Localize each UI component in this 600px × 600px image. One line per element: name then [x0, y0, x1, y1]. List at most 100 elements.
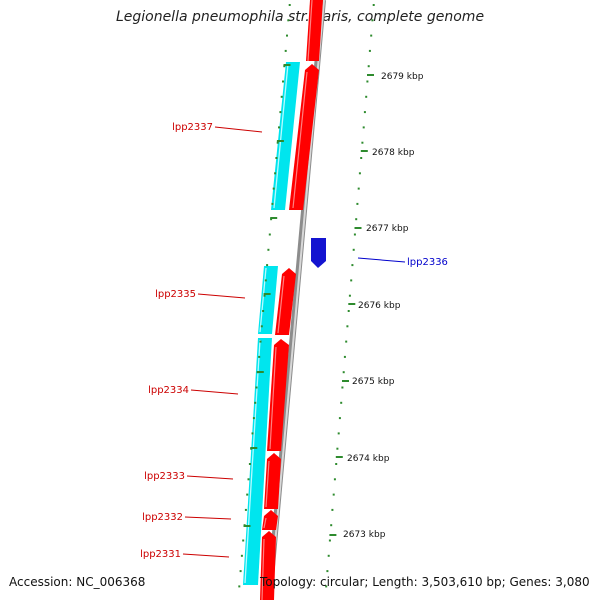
- major-tick: [243, 525, 251, 527]
- major-tick: [263, 293, 271, 295]
- gene-arrow-lpp2335[interactable]: [275, 268, 296, 335]
- cds-feature[interactable]: [271, 62, 300, 210]
- major-tick: [360, 150, 368, 152]
- minor-tick: [352, 248, 355, 251]
- cds-feature[interactable]: [243, 338, 272, 585]
- minor-tick: [255, 386, 258, 389]
- minor-tick: [356, 202, 359, 205]
- major-tick: [250, 447, 258, 449]
- minor-tick: [327, 554, 330, 557]
- minor-tick: [372, 4, 375, 6]
- minor-tick: [353, 233, 356, 236]
- gene-arrow-lpp2332[interactable]: [262, 510, 278, 530]
- minor-tick: [278, 126, 280, 129]
- scale-label: 2676 kbp: [358, 301, 401, 311]
- minor-tick: [371, 19, 374, 22]
- minor-tick: [264, 279, 267, 282]
- minor-tick: [328, 539, 331, 542]
- minor-tick: [259, 340, 262, 343]
- gene-label-lpp2334[interactable]: lpp2334: [148, 385, 189, 396]
- minor-tick: [244, 508, 247, 511]
- minor-tick: [275, 157, 278, 159]
- minor-tick: [254, 401, 257, 404]
- minor-tick: [360, 157, 363, 159]
- minor-tick: [357, 187, 360, 190]
- major-tick: [276, 140, 284, 142]
- minor-tick: [251, 432, 254, 435]
- minor-tick: [279, 111, 282, 114]
- cds-feature[interactable]: [258, 266, 278, 334]
- forward-genes: [260, 0, 323, 600]
- scale-labels: 2679 kbp 2678 kbp 2677 kbp 2676 kbp 2675…: [343, 72, 424, 540]
- gene-labels: lpp2337 lpp2336 lpp2335 lpp2334 lpp2333 …: [140, 122, 448, 560]
- major-tick: [329, 534, 337, 536]
- minor-tick: [345, 340, 348, 343]
- gene-label-lpp2333[interactable]: lpp2333: [144, 471, 185, 482]
- minor-tick: [336, 447, 339, 450]
- scale-label: 2679 kbp: [381, 72, 424, 82]
- scale-label: 2677 kbp: [366, 224, 409, 234]
- major-tick: [335, 456, 343, 458]
- map-title: Legionella pneumophila str. Paris, compl…: [115, 9, 485, 25]
- minor-tick: [337, 432, 340, 435]
- gene-arrow-lpp2338[interactable]: [306, 0, 323, 61]
- minor-tick: [343, 355, 346, 358]
- minor-tick: [367, 65, 370, 68]
- minor-tick: [361, 141, 364, 144]
- minor-tick: [247, 478, 250, 481]
- minor-tick: [240, 554, 243, 557]
- minor-tick: [263, 294, 266, 297]
- minor-tick: [342, 371, 345, 374]
- minor-tick: [366, 80, 369, 83]
- minor-tick: [335, 463, 338, 465]
- minor-tick: [348, 294, 351, 297]
- minor-tick: [239, 570, 242, 573]
- minor-tick: [346, 325, 349, 328]
- minor-tick: [325, 585, 328, 588]
- minor-tick: [268, 233, 271, 236]
- minor-tick: [238, 585, 241, 588]
- minor-tick: [271, 202, 274, 205]
- gene-label-lpp2335[interactable]: lpp2335: [155, 289, 196, 300]
- minor-tick: [283, 65, 286, 68]
- minor-tick: [368, 49, 371, 52]
- gene-label-lpp2331[interactable]: lpp2331: [140, 549, 181, 560]
- minor-tick: [288, 4, 291, 6]
- minor-tick: [332, 493, 335, 496]
- minor-tick: [347, 310, 350, 312]
- minor-tick: [362, 126, 365, 129]
- scale-ticks: [238, 4, 375, 588]
- minor-tick: [358, 172, 361, 175]
- minor-tick: [286, 34, 288, 37]
- minor-tick: [266, 264, 269, 267]
- major-tick: [283, 64, 291, 66]
- minor-tick: [333, 478, 336, 481]
- minor-tick: [276, 141, 279, 144]
- major-tick: [367, 74, 374, 76]
- gene-label-lpp2332[interactable]: lpp2332: [142, 512, 183, 523]
- minor-tick: [274, 172, 277, 175]
- minor-tick: [262, 310, 265, 312]
- gene-label-lpp2336[interactable]: lpp2336: [407, 257, 448, 268]
- minor-tick: [363, 111, 366, 114]
- major-tick: [348, 303, 356, 305]
- gene-arrow-lpp2334[interactable]: [267, 339, 289, 451]
- minor-tick: [330, 524, 333, 527]
- minor-tick: [270, 218, 273, 221]
- minor-tick: [284, 49, 287, 52]
- minor-tick: [242, 539, 245, 542]
- scale-label: 2678 kbp: [372, 148, 415, 158]
- scale-label: 2673 kbp: [343, 530, 386, 540]
- gene-label-lpp2337[interactable]: lpp2337: [172, 122, 213, 133]
- minor-tick: [260, 325, 263, 328]
- gene-arrow-lpp2336[interactable]: [311, 238, 326, 268]
- minor-tick: [326, 570, 329, 573]
- minor-tick: [351, 264, 354, 267]
- minor-tick: [340, 401, 343, 404]
- genome-summary: Topology: circular; Length: 3,503,610 bp…: [260, 575, 590, 589]
- minor-tick: [338, 417, 341, 420]
- scale-label: 2675 kbp: [352, 377, 395, 387]
- scale-label: 2674 kbp: [347, 454, 390, 464]
- minor-tick: [246, 493, 249, 496]
